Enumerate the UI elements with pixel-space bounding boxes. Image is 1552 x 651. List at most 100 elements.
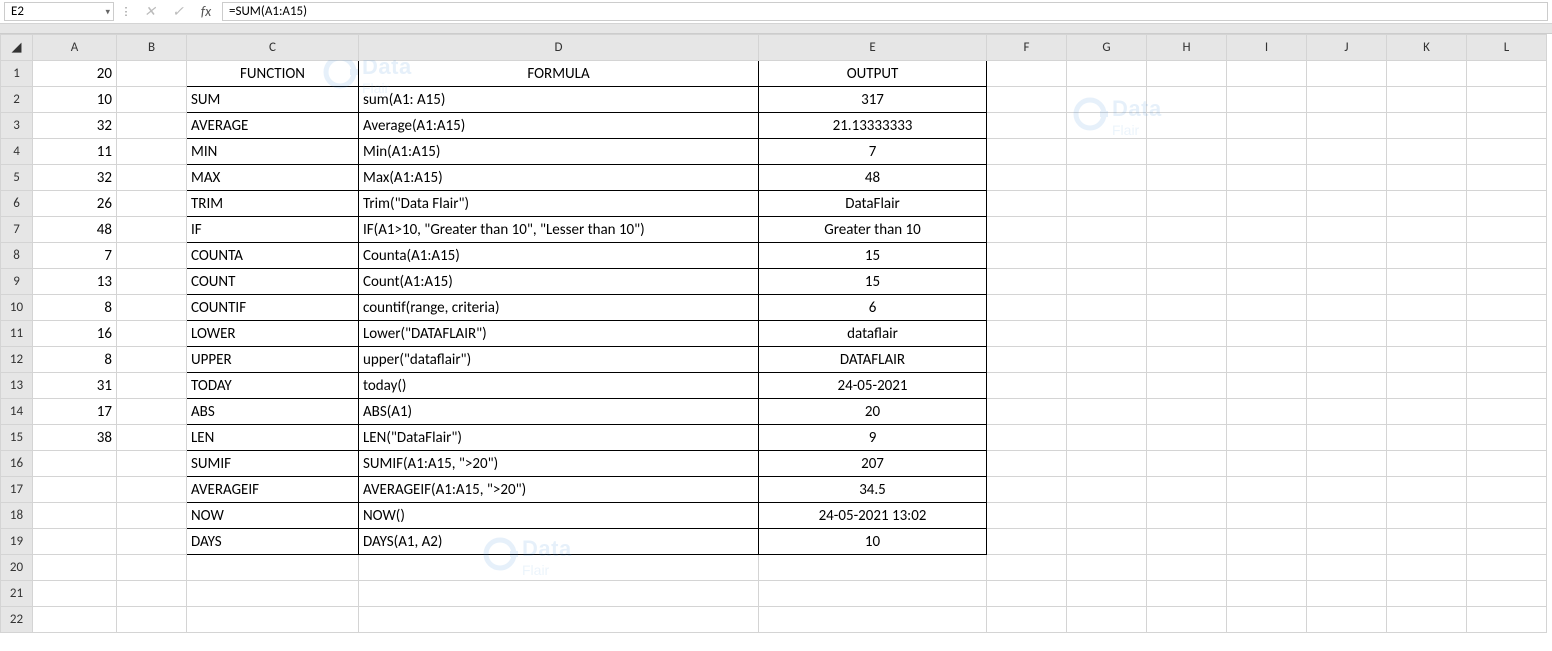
cell[interactable]: SUMIF(A1:A15, ">20") (359, 451, 759, 477)
cell[interactable] (1147, 165, 1227, 191)
cell[interactable]: DATAFLAIR (759, 347, 987, 373)
cell[interactable] (117, 607, 187, 633)
cell[interactable]: LEN (187, 425, 359, 451)
row-header[interactable]: 21 (1, 581, 33, 607)
row-header[interactable]: 22 (1, 607, 33, 633)
row-header[interactable]: 7 (1, 217, 33, 243)
cancel-formula-icon[interactable]: ✕ (136, 0, 164, 23)
cell[interactable] (987, 61, 1067, 87)
cell[interactable]: Average(A1:A15) (359, 113, 759, 139)
cell[interactable] (1227, 399, 1307, 425)
cell[interactable]: 24-05-2021 (759, 373, 987, 399)
accept-formula-icon[interactable]: ✓ (164, 0, 192, 23)
cell[interactable] (1467, 581, 1547, 607)
cell[interactable] (1307, 113, 1387, 139)
cell[interactable]: ABS (187, 399, 359, 425)
cell[interactable]: NOW() (359, 503, 759, 529)
cell[interactable] (359, 607, 759, 633)
cell[interactable] (1387, 87, 1467, 113)
cell[interactable] (759, 555, 987, 581)
cell[interactable] (1227, 581, 1307, 607)
cell[interactable] (1067, 113, 1147, 139)
col-header[interactable]: L (1467, 35, 1547, 61)
cell[interactable] (1307, 243, 1387, 269)
cell[interactable] (117, 191, 187, 217)
cell[interactable] (1387, 165, 1467, 191)
row-header[interactable]: 8 (1, 243, 33, 269)
cell[interactable] (987, 477, 1067, 503)
cell[interactable] (1147, 555, 1227, 581)
cell[interactable] (1307, 555, 1387, 581)
cell[interactable]: 21.13333333 (759, 113, 987, 139)
cell[interactable] (987, 269, 1067, 295)
cell[interactable] (1387, 503, 1467, 529)
cell[interactable] (1307, 607, 1387, 633)
col-header[interactable]: A (33, 35, 117, 61)
cell[interactable] (1467, 607, 1547, 633)
formula-input[interactable]: =SUM(A1:A15) (222, 2, 1548, 21)
cell[interactable]: 17 (33, 399, 117, 425)
select-all-corner[interactable]: ◢ (1, 35, 33, 61)
cell[interactable] (1467, 113, 1547, 139)
cell[interactable]: dataflair (759, 321, 987, 347)
cell[interactable]: 16 (33, 321, 117, 347)
cell[interactable] (1067, 87, 1147, 113)
cell[interactable] (33, 555, 117, 581)
cell[interactable] (1467, 61, 1547, 87)
cell[interactable] (117, 399, 187, 425)
grid-table[interactable]: ◢ A B C D E F G H I J K L 120FUNCTIONFOR… (0, 34, 1547, 633)
row-header[interactable]: 3 (1, 113, 33, 139)
cell[interactable] (1067, 139, 1147, 165)
cell[interactable]: SUM (187, 87, 359, 113)
cell[interactable] (1307, 269, 1387, 295)
cell[interactable]: TRIM (187, 191, 359, 217)
col-header[interactable]: K (1387, 35, 1467, 61)
cell[interactable]: COUNT (187, 269, 359, 295)
cell[interactable] (117, 425, 187, 451)
cell[interactable] (359, 581, 759, 607)
cell[interactable] (1067, 503, 1147, 529)
cell[interactable] (1067, 607, 1147, 633)
cell[interactable] (117, 87, 187, 113)
cell[interactable] (117, 243, 187, 269)
cell[interactable] (1227, 503, 1307, 529)
cell[interactable] (1067, 477, 1147, 503)
cell[interactable] (987, 581, 1067, 607)
cell[interactable]: upper("dataflair") (359, 347, 759, 373)
cell[interactable] (33, 607, 117, 633)
cell[interactable]: LEN("DataFlair") (359, 425, 759, 451)
cell[interactable]: 10 (759, 529, 987, 555)
cell[interactable] (1147, 529, 1227, 555)
cell[interactable]: 20 (759, 399, 987, 425)
cell[interactable] (1387, 61, 1467, 87)
cell[interactable] (987, 243, 1067, 269)
cell[interactable]: IF(A1>10, "Greater than 10", "Lesser tha… (359, 217, 759, 243)
cell[interactable] (117, 555, 187, 581)
cell[interactable] (1387, 269, 1467, 295)
cell[interactable] (187, 555, 359, 581)
cell[interactable] (1227, 529, 1307, 555)
col-header[interactable]: I (1227, 35, 1307, 61)
cell[interactable] (1147, 139, 1227, 165)
cell[interactable] (1307, 321, 1387, 347)
cell[interactable] (1147, 217, 1227, 243)
cell[interactable] (1067, 243, 1147, 269)
cell[interactable]: sum(A1: A15) (359, 87, 759, 113)
cell[interactable] (1307, 295, 1387, 321)
cell[interactable]: 13 (33, 269, 117, 295)
cell[interactable] (1467, 555, 1547, 581)
cell[interactable]: NOW (187, 503, 359, 529)
cell[interactable] (987, 555, 1067, 581)
cell[interactable]: 207 (759, 451, 987, 477)
cell[interactable]: 15 (759, 269, 987, 295)
cell[interactable] (117, 217, 187, 243)
cell[interactable]: 38 (33, 425, 117, 451)
cell[interactable] (759, 581, 987, 607)
cell[interactable] (1227, 373, 1307, 399)
cell[interactable] (1307, 87, 1387, 113)
cell[interactable] (1467, 269, 1547, 295)
cell[interactable] (1307, 347, 1387, 373)
row-header[interactable]: 4 (1, 139, 33, 165)
cell[interactable] (1067, 191, 1147, 217)
cell[interactable] (117, 451, 187, 477)
